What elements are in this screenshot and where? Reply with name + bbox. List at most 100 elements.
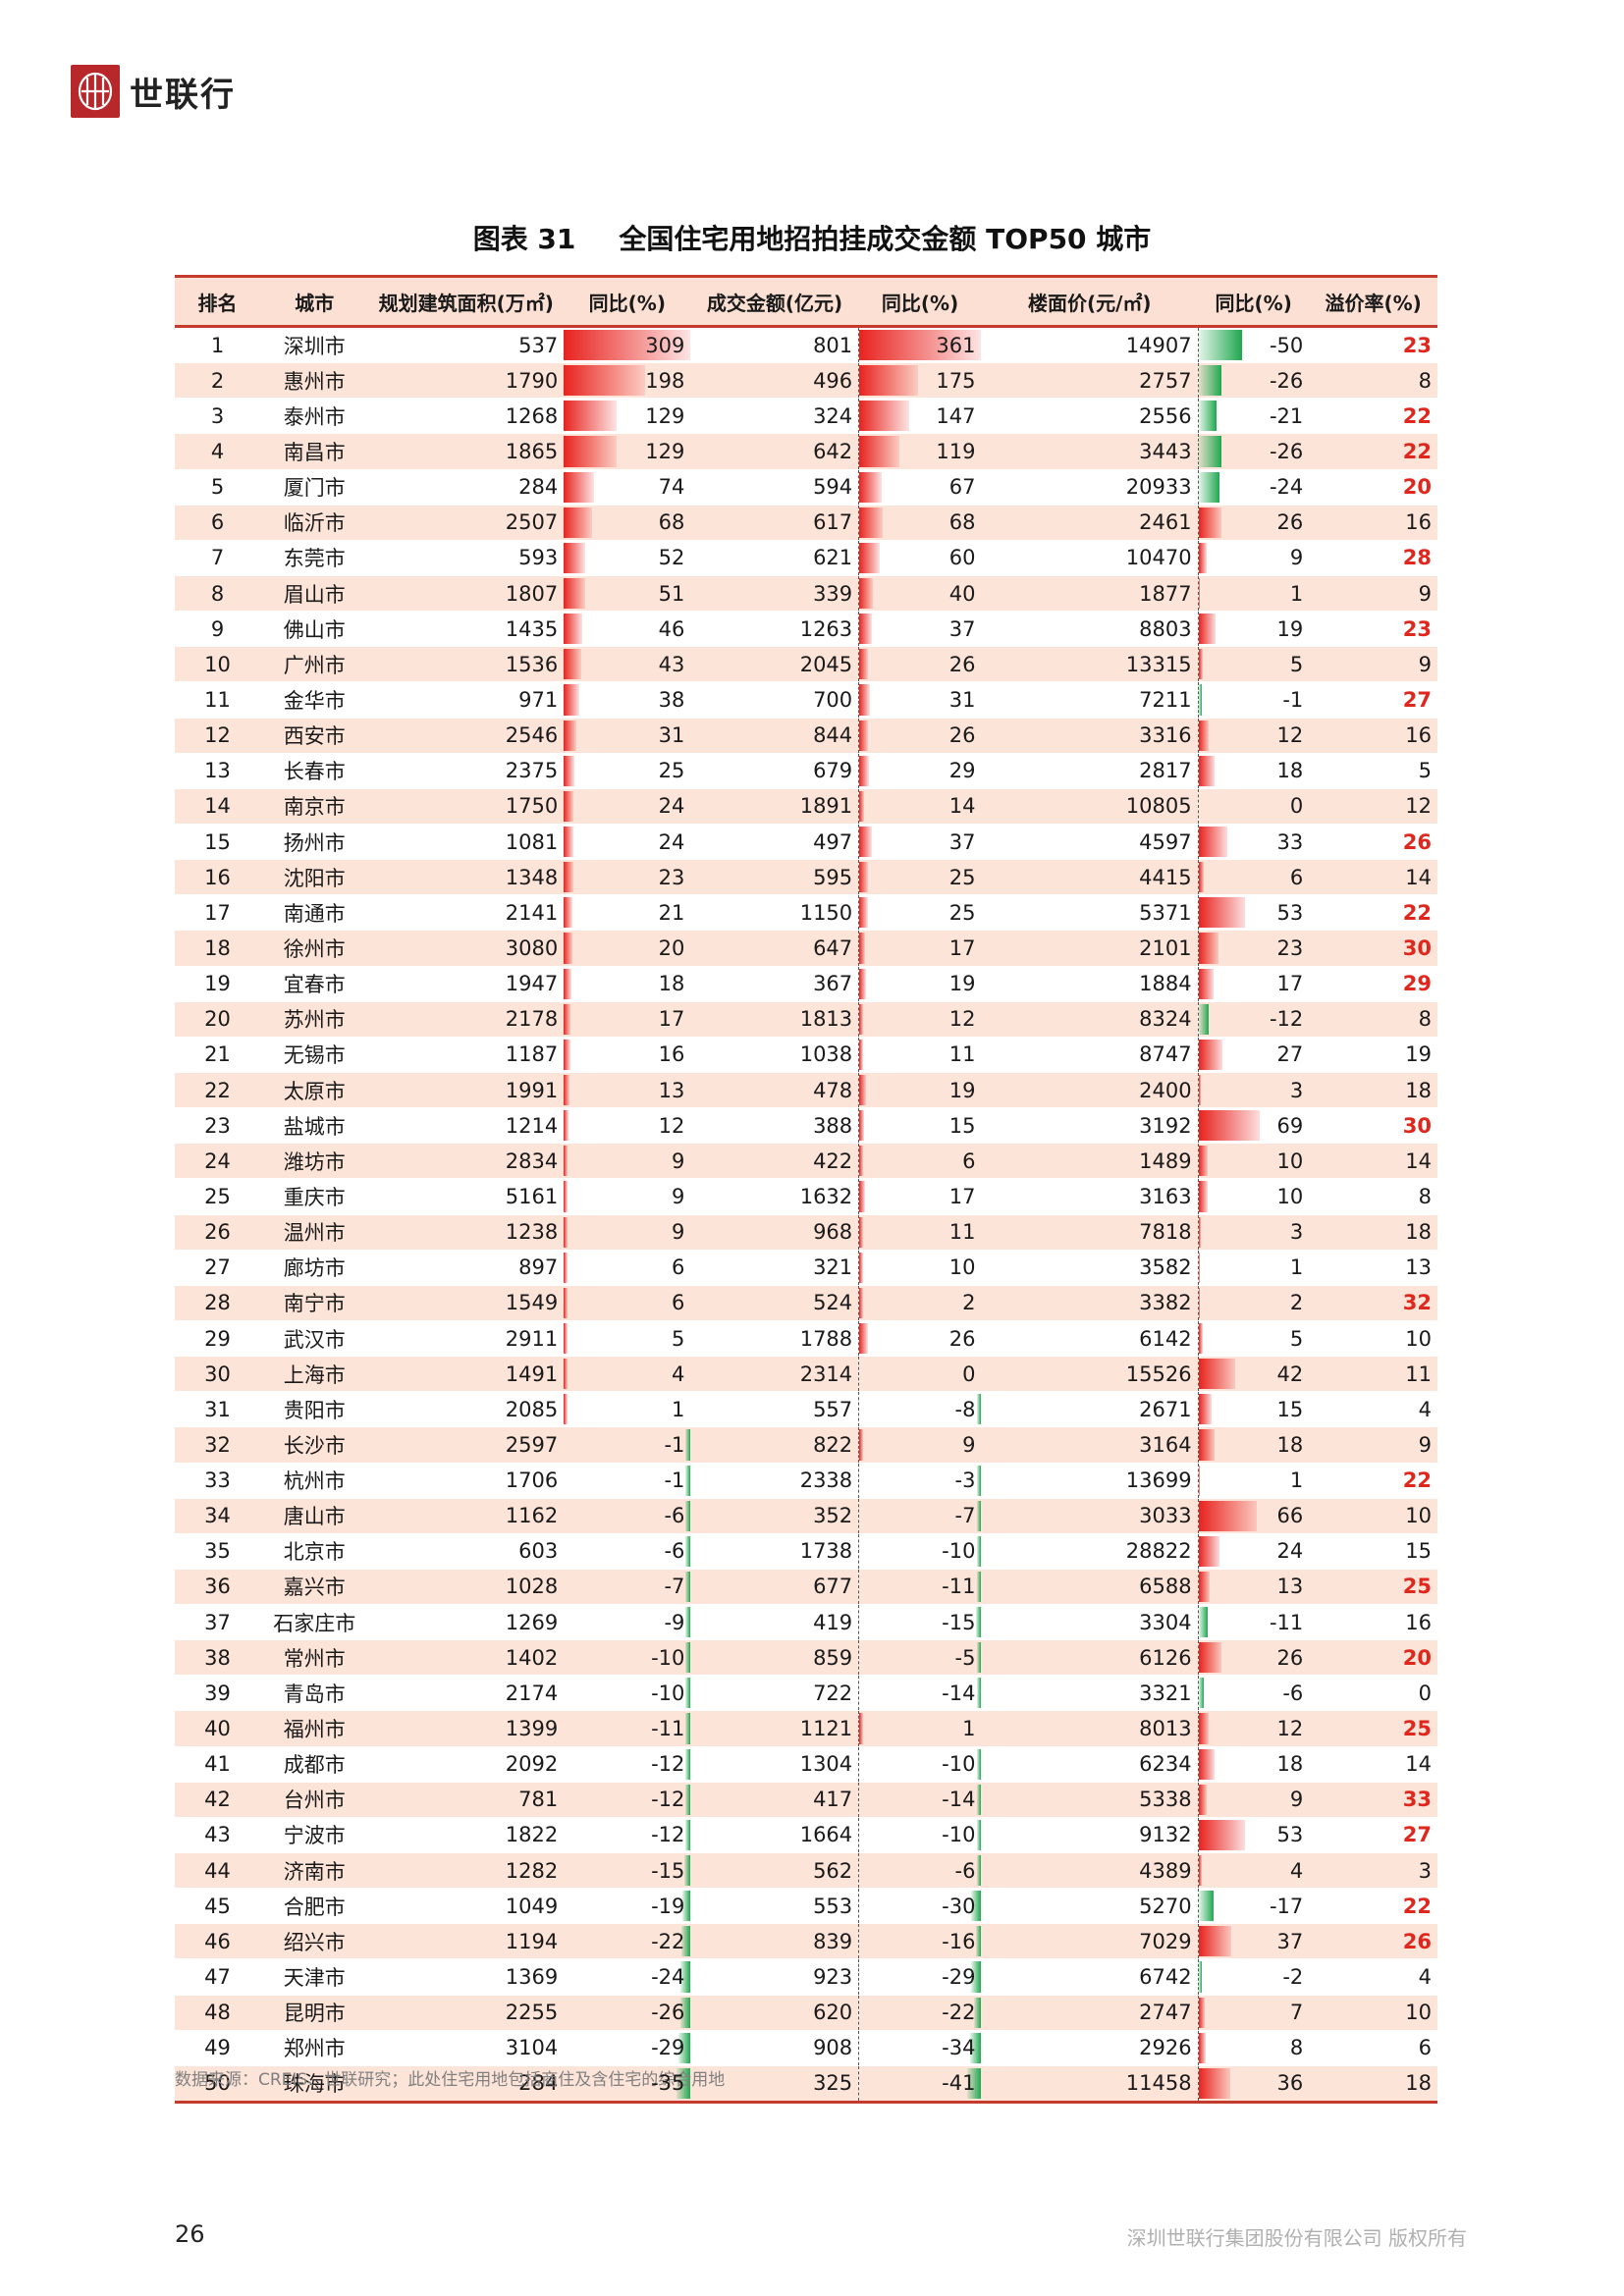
cell-area-yoy: 198 (564, 362, 691, 400)
negative-bar (685, 1819, 691, 1851)
cell-value: 14 (948, 794, 976, 819)
cell-rank: 47 (175, 1958, 261, 1996)
cell-amount-yoy: -10 (858, 1746, 982, 1783)
cell-value: -6 (664, 1504, 685, 1528)
cell-floor-area: 2174 (368, 1675, 565, 1712)
cell-floor-price: 2400 (981, 1072, 1199, 1109)
cell-rank: 20 (175, 1001, 261, 1038)
cell-rank: 16 (175, 859, 261, 896)
cell-floor-price: 2671 (981, 1391, 1199, 1428)
cell-value: -1 (1282, 687, 1304, 712)
cell-value: 33 (1276, 829, 1304, 854)
cell-amount-yoy: -15 (858, 1604, 982, 1641)
cell-floor-price: 2461 (981, 505, 1199, 541)
cell-city: 广州市 (260, 646, 369, 683)
negative-bar (1198, 1961, 1202, 1993)
cell-price-yoy: 18 (1197, 1426, 1310, 1464)
table-row: 21 无锡市 1187 16 1038 11 8747 27 19 (175, 1037, 1437, 1073)
cell-area-yoy: -7 (564, 1569, 691, 1606)
cell-premium-rate: 13 (1309, 1250, 1437, 1286)
cell-amount-yoy: 67 (858, 469, 982, 506)
cell-value: -12 (651, 1823, 685, 1847)
cell-price-yoy: -2 (1197, 1958, 1310, 1996)
cell-value: -21 (1269, 403, 1304, 428)
cell-area-yoy: -12 (564, 1746, 691, 1783)
header-area-yoy: 同比(%) (564, 275, 691, 328)
cell-value: -6 (954, 1858, 976, 1883)
cell-amount-yoy: 175 (858, 362, 982, 400)
cell-amount-yoy: 11 (858, 1037, 982, 1073)
table-row: 15 扬州市 1081 24 497 37 4597 33 26 (175, 824, 1437, 861)
positive-bar (1198, 1216, 1202, 1248)
cell-value: -29 (651, 2036, 685, 2060)
cell-floor-price: 3304 (981, 1604, 1199, 1641)
cell-value: 37 (1276, 1929, 1304, 1953)
positive-bar (564, 471, 595, 503)
cell-floor-area: 1049 (368, 1888, 565, 1925)
negative-bar (1198, 436, 1221, 467)
cell-rank: 28 (175, 1285, 261, 1321)
cell-city: 无锡市 (260, 1037, 369, 1073)
cell-area-yoy: -26 (564, 1995, 691, 2031)
positive-bar (859, 400, 909, 432)
negative-bar (976, 1607, 982, 1638)
cell-value: 40 (948, 581, 976, 606)
cell-area-yoy: -10 (564, 1639, 691, 1677)
cell-city: 南昌市 (260, 433, 369, 470)
cell-amount-yoy: 2 (858, 1285, 982, 1321)
cell-value: -12 (651, 1788, 685, 1812)
positive-bar (859, 577, 873, 610)
cell-price-yoy: 36 (1197, 2065, 1310, 2105)
cell-value: 3 (1289, 1220, 1304, 1245)
positive-bar (859, 330, 982, 361)
cell-area-yoy: -1 (564, 1463, 691, 1499)
table-row: 25 重庆市 5161 9 1632 17 3163 10 8 (175, 1178, 1437, 1215)
cell-floor-area: 1369 (368, 1958, 565, 1996)
cell-price-yoy: 3 (1197, 1072, 1310, 1109)
positive-bar (859, 968, 866, 999)
cell-deal-amount: 923 (690, 1958, 859, 1996)
cell-premium-rate: 14 (1309, 1746, 1437, 1783)
cell-price-yoy: 7 (1197, 1995, 1310, 2031)
positive-bar (564, 365, 645, 397)
cell-price-yoy: 12 (1197, 718, 1310, 754)
positive-bar (1198, 755, 1215, 786)
cell-area-yoy: 20 (564, 930, 691, 967)
table-row: 39 青岛市 2174 -10 722 -14 3321 -6 0 (175, 1675, 1437, 1712)
cell-area-yoy: -6 (564, 1533, 691, 1570)
cell-rank: 32 (175, 1426, 261, 1464)
cell-rank: 24 (175, 1143, 261, 1180)
cell-floor-price: 1884 (981, 966, 1199, 1002)
cell-price-yoy: 23 (1197, 930, 1310, 967)
cell-rank: 3 (175, 398, 261, 435)
positive-bar (1198, 1146, 1208, 1177)
cell-value: 24 (658, 794, 685, 819)
table-row: 45 合肥市 1049 -19 553 -30 5270 -17 22 (175, 1888, 1437, 1925)
positive-bar (1198, 507, 1221, 538)
cell-value: 119 (936, 439, 976, 463)
cell-floor-area: 897 (368, 1250, 565, 1286)
cell-premium-rate: 18 (1309, 1072, 1437, 1109)
cell-area-yoy: 5 (564, 1320, 691, 1358)
cell-value: 26 (948, 723, 976, 748)
table-row: 10 广州市 1536 43 2045 26 13315 5 9 (175, 646, 1437, 683)
cell-amount-yoy: 0 (858, 1356, 982, 1393)
cell-city: 宁波市 (260, 1817, 369, 1854)
cell-deal-amount: 339 (690, 575, 859, 613)
cell-value: 53 (1276, 900, 1304, 925)
positive-bar (859, 1322, 869, 1355)
cell-price-yoy: 69 (1197, 1107, 1310, 1145)
cell-premium-rate: 18 (1309, 1214, 1437, 1251)
cell-value: 24 (1276, 1539, 1304, 1564)
cell-floor-area: 5161 (368, 1178, 565, 1215)
cell-amount-yoy: -14 (858, 1782, 982, 1818)
cell-amount-yoy: -16 (858, 1923, 982, 1960)
cell-price-yoy: -1 (1197, 681, 1310, 719)
cell-city: 太原市 (260, 1072, 369, 1109)
cell-area-yoy: 12 (564, 1107, 691, 1145)
cell-value: 1 (1289, 581, 1304, 606)
cell-rank: 23 (175, 1107, 261, 1145)
cell-deal-amount: 1891 (690, 788, 859, 825)
cell-rank: 12 (175, 718, 261, 754)
cell-city: 天津市 (260, 1958, 369, 1996)
